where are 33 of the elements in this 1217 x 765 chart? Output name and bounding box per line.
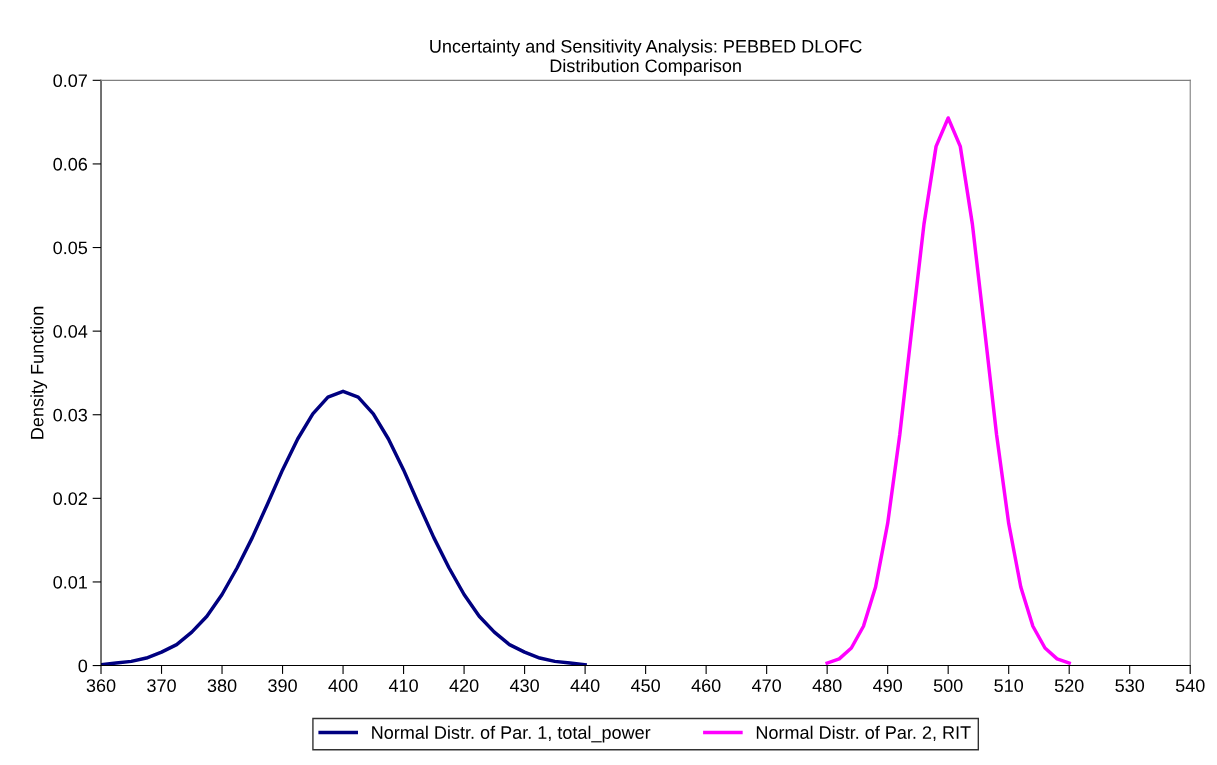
x-tick-label: 440 (570, 679, 600, 693)
x-tick-label: 470 (752, 679, 781, 693)
line-series (825, 116, 1071, 665)
legend-label: Normal Distr. of Par. 1, total_power (372, 725, 651, 743)
x-tick-label: 510 (994, 679, 1024, 693)
y-tick-label: 0.03 (53, 408, 88, 422)
x-tick-label: 360 (86, 679, 116, 693)
x-tick-label: 520 (1054, 679, 1084, 693)
x-tick-label: 390 (268, 679, 297, 693)
x-tick-label: 420 (449, 679, 479, 693)
x-tick-label: 370 (147, 679, 176, 693)
y-tick-label: 0.02 (53, 492, 87, 506)
chart-title: Uncertainty and Sensitivity Analysis: PEBBED DLOFC Distribution Comparison (430, 39, 862, 76)
x-tick-label: 410 (388, 679, 418, 693)
y-tick-label: 0 (78, 659, 88, 673)
x-tick-label: 480 (812, 679, 842, 693)
y-axis-title: Density Function (30, 306, 48, 439)
legend-label: Normal Distr. of Par. 2, RIT (756, 725, 971, 742)
y-tick-label: 0.01 (53, 575, 87, 589)
y-tick-label: 0.05 (53, 241, 88, 255)
x-tick-label: 450 (630, 679, 660, 693)
x-tick-label: 540 (1175, 679, 1205, 693)
x-tick-label: 430 (509, 679, 539, 693)
x-tick-label: 460 (691, 679, 721, 693)
y-tick-label: 0.07 (53, 74, 87, 88)
x-tick-label: 380 (207, 679, 237, 693)
y-tick-label: 0.06 (53, 157, 88, 171)
x-tick-label: 490 (873, 679, 903, 693)
x-tick-label: 400 (328, 679, 358, 693)
y-tick-label: 0.04 (53, 325, 88, 338)
x-tick-label: 530 (1115, 679, 1145, 693)
x-tick-label: 500 (933, 679, 963, 693)
line-series (101, 389, 587, 666)
